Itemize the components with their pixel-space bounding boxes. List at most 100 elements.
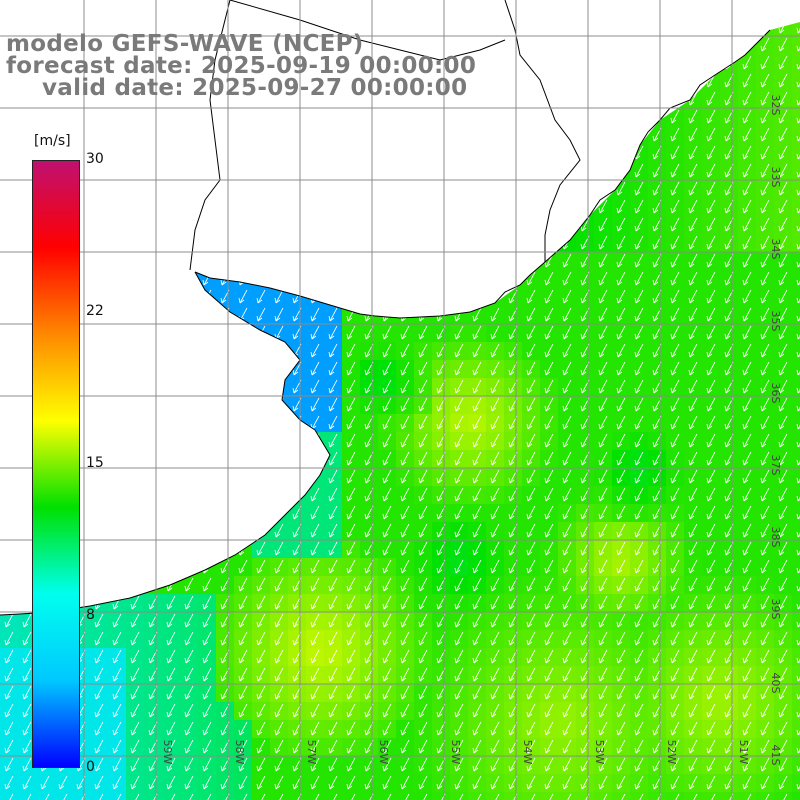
wind-arrow (454, 703, 464, 718)
wind-cell (702, 792, 721, 800)
wind-arrow (670, 721, 680, 736)
wind-cell (414, 720, 433, 739)
latitude-label: 34S (769, 239, 782, 260)
wind-arrow (706, 145, 716, 160)
wind-cell (612, 522, 631, 541)
wind-cell (612, 648, 631, 667)
wind-cell (522, 648, 541, 667)
wind-cell (126, 720, 145, 739)
wind-cell (540, 432, 559, 451)
wind-arrow (22, 613, 32, 628)
wind-cell (72, 792, 91, 800)
wind-cell (306, 522, 325, 541)
wind-arrow (472, 559, 482, 574)
wind-arrow (688, 253, 698, 268)
wind-cell (558, 756, 577, 775)
wind-arrow (598, 271, 608, 286)
wind-cell (342, 630, 361, 649)
wind-cell (504, 450, 523, 469)
wind-cell (486, 342, 505, 361)
wind-arrow (598, 703, 608, 718)
wind-cell (288, 738, 307, 757)
wind-arrow (670, 649, 680, 664)
wind-cell (648, 126, 667, 145)
wind-cell (720, 360, 739, 379)
wind-cell (738, 792, 757, 800)
wind-arrow (274, 307, 284, 322)
wind-arrow (328, 343, 338, 358)
wind-cell (486, 360, 505, 379)
wind-cell (360, 450, 379, 469)
wind-cell (540, 540, 559, 559)
wind-cell (774, 324, 793, 343)
wind-cell (684, 558, 703, 577)
wind-cell (756, 216, 775, 235)
wind-arrow (670, 541, 680, 556)
wind-arrow (603, 793, 608, 800)
wind-cell (450, 540, 469, 559)
wind-arrow (616, 667, 626, 682)
wind-cell (576, 468, 595, 487)
wind-arrow (400, 523, 410, 538)
wind-arrow (616, 631, 626, 646)
wind-cell (144, 792, 163, 800)
wind-cell (702, 180, 721, 199)
wind-arrow (526, 487, 536, 502)
wind-arrow (760, 109, 770, 124)
wind-arrow (328, 487, 338, 502)
wind-cell (540, 414, 559, 433)
wind-cell (288, 774, 307, 793)
wind-cell (540, 378, 559, 397)
wind-cell (774, 72, 793, 91)
wind-cell (756, 198, 775, 217)
wind-arrow (400, 757, 410, 772)
wind-arrow (202, 721, 212, 736)
longitude-label: 58W (233, 740, 246, 765)
wind-cell (612, 360, 631, 379)
wind-cell (216, 576, 235, 595)
wind-cell (0, 648, 19, 667)
wind-arrow (616, 523, 626, 538)
wind-cell (774, 702, 793, 721)
wind-cell (558, 576, 577, 595)
wind-cell (360, 378, 379, 397)
wind-cell (540, 522, 559, 541)
wind-arrow (693, 793, 698, 800)
wind-cell (702, 288, 721, 307)
wind-arrow (670, 631, 680, 646)
wind-arrow (22, 703, 32, 718)
wind-arrow (670, 739, 680, 754)
wind-arrow (688, 163, 698, 178)
wind-cell (792, 90, 800, 109)
wind-cell (666, 432, 685, 451)
wind-cell (126, 594, 145, 613)
wind-cell (576, 378, 595, 397)
wind-cell (792, 414, 800, 433)
wind-cell (612, 270, 631, 289)
wind-cell (414, 612, 433, 631)
wind-cell (504, 486, 523, 505)
wind-cell (468, 504, 487, 523)
wind-cell (378, 522, 397, 541)
wind-arrow (778, 703, 788, 718)
wind-arrow (310, 487, 320, 502)
wind-cell (630, 504, 649, 523)
wind-cell (612, 234, 631, 253)
wind-cell (486, 396, 505, 415)
wind-cell (198, 684, 217, 703)
wind-cell (90, 684, 109, 703)
wind-arrow (112, 721, 122, 736)
wind-arrow (166, 649, 176, 664)
wind-cell (684, 540, 703, 559)
wind-arrow (688, 559, 698, 574)
wind-arrow (760, 541, 770, 556)
wind-cell (522, 756, 541, 775)
wind-cell (414, 396, 433, 415)
wind-arrow (4, 703, 14, 718)
wind-cell (702, 774, 721, 793)
wind-arrow (634, 505, 644, 520)
wind-cell (432, 378, 451, 397)
wind-arrow (454, 757, 464, 772)
wind-arrow (567, 793, 572, 800)
wind-cell (414, 360, 433, 379)
